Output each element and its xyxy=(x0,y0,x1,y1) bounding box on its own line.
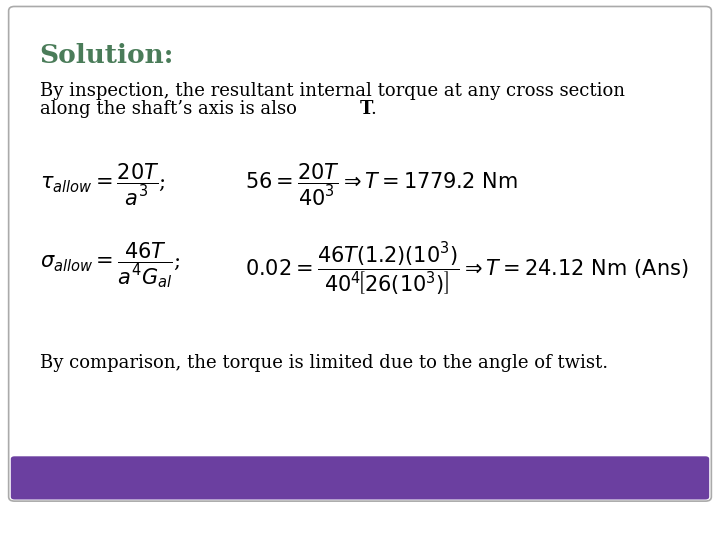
Text: $\tau_{allow} = \dfrac{20T}{a^3}$;: $\tau_{allow} = \dfrac{20T}{a^3}$; xyxy=(40,162,166,208)
FancyBboxPatch shape xyxy=(11,456,709,500)
Text: $56 = \dfrac{20T}{40^3} \Rightarrow T = 1779.2\ \mathrm{Nm}$: $56 = \dfrac{20T}{40^3} \Rightarrow T = … xyxy=(245,162,518,208)
Text: along the shaft’s axis is also: along the shaft’s axis is also xyxy=(40,100,302,118)
FancyBboxPatch shape xyxy=(9,6,711,501)
Text: $\sigma_{allow} = \dfrac{46T}{a^4 G_{al}}$;: $\sigma_{allow} = \dfrac{46T}{a^4 G_{al}… xyxy=(40,240,180,290)
Text: T: T xyxy=(360,100,374,118)
Text: $0.02 = \dfrac{46T(1.2)(10^3)}{40^4\!\left[26(10^3)\right]} \Rightarrow T = 24.1: $0.02 = \dfrac{46T(1.2)(10^3)}{40^4\!\le… xyxy=(245,240,688,298)
Text: By comparison, the torque is limited due to the angle of twist.: By comparison, the torque is limited due… xyxy=(40,354,608,372)
Text: Solution:: Solution: xyxy=(40,43,174,68)
Text: .: . xyxy=(370,100,376,118)
Text: By inspection, the resultant internal torque at any cross section: By inspection, the resultant internal to… xyxy=(40,82,625,100)
